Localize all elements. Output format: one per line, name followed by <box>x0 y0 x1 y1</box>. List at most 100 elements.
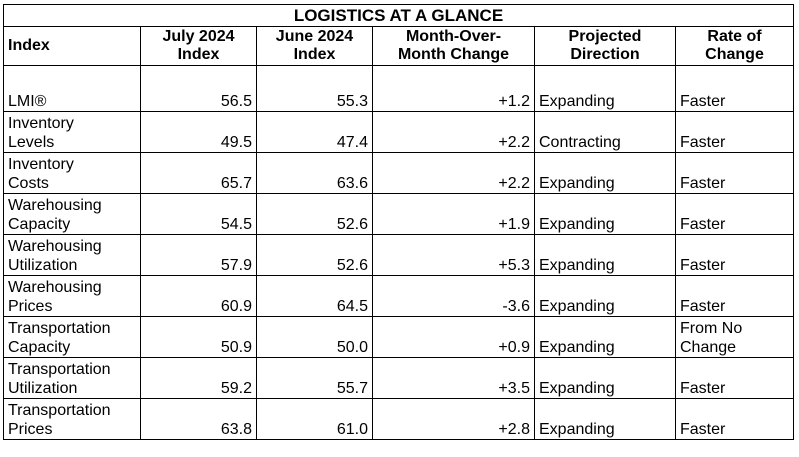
rate-of-change-cell-line: Faster <box>680 134 726 151</box>
rate-of-change-cell: From No Change <box>674 316 795 358</box>
rate-of-change-cell-line: Faster <box>680 93 726 110</box>
index-name-cell-line: Transportation <box>8 320 111 337</box>
index-name-cell-line: Utilization <box>8 257 78 274</box>
index-name-cell-line: LMI® <box>8 93 47 110</box>
month-over-month-change-cell: +0.9 <box>372 316 535 358</box>
rate-of-change-cell: Faster <box>674 152 795 194</box>
projected-direction-cell: Expanding <box>534 398 676 440</box>
col-header-projected-direction: Projected Direction <box>534 26 676 66</box>
july-2024-value-cell: 56.5 <box>140 65 257 112</box>
header-text: Month Change <box>397 46 510 63</box>
rate-of-change-cell: Faster <box>674 275 795 317</box>
header-text: July 2024 <box>162 28 235 45</box>
header-text: Rate of <box>707 28 762 45</box>
june-2024-value-cell: 63.6 <box>256 152 373 194</box>
index-name-cell-line: Costs <box>8 175 49 192</box>
index-name-cell-line: Warehousing <box>8 197 102 214</box>
table-row: Warehousing Utilization 57.9 52.6 +5.3 Expand… <box>3 234 795 276</box>
july-2024-value-cell: 54.5 <box>140 193 257 235</box>
index-name-cell: Transportation Utilization <box>3 357 141 399</box>
index-name-cell-line: Levels <box>8 134 55 151</box>
index-name-cell-line: Prices <box>8 298 53 315</box>
index-name-cell: Warehousing Utilization <box>3 234 141 276</box>
month-over-month-change-cell: +2.2 <box>372 111 535 153</box>
index-name-cell-line: Warehousing <box>8 279 102 296</box>
header-text: Direction <box>570 46 640 63</box>
table-row: Warehousing Prices 60.9 64.5 -3.6 Expanding Fa… <box>3 275 795 317</box>
july-2024-value-cell: 57.9 <box>140 234 257 276</box>
month-over-month-change-cell: +5.3 <box>372 234 535 276</box>
table-row: Inventory Levels 49.5 47.4 +2.2 Contracting Fa… <box>3 111 795 153</box>
header-text: Projected <box>568 28 642 45</box>
col-header-month-over-month-change: Month-Over- Month Change <box>372 26 535 66</box>
projected-direction-cell: Expanding <box>534 65 676 112</box>
rate-of-change-cell-line: Faster <box>680 380 726 397</box>
col-header-rate-of-change: Rate of Change <box>674 26 795 66</box>
june-2024-value-cell: 55.3 <box>256 65 373 112</box>
header-text: Index <box>8 37 50 54</box>
rate-of-change-cell-line: From No <box>680 320 743 337</box>
month-over-month-change-cell: +1.2 <box>372 65 535 112</box>
rate-of-change-cell-line: Faster <box>680 298 726 315</box>
index-name-cell: Warehousing Capacity <box>3 193 141 235</box>
month-over-month-change-cell: +2.2 <box>372 152 535 194</box>
june-2024-value-cell: 64.5 <box>256 275 373 317</box>
june-2024-value-cell: 50.0 <box>256 316 373 358</box>
table-title: LOGISTICS AT A GLANCE <box>2 4 795 27</box>
table-row: Transportation Utilization 59.2 55.7 +3.5 Exp… <box>3 357 795 399</box>
index-name-cell: Warehousing Prices <box>3 275 141 317</box>
rate-of-change-cell-line: Faster <box>680 421 726 438</box>
index-name-cell-line: Capacity <box>8 216 71 233</box>
index-name-cell-line: Utilization <box>8 380 78 397</box>
rate-of-change-cell: Faster <box>674 398 795 440</box>
july-2024-value-cell: 49.5 <box>140 111 257 153</box>
june-2024-value-cell: 47.4 <box>256 111 373 153</box>
logistics-table: LOGISTICS AT A GLANCE Index July 2024 Inde… <box>2 4 795 440</box>
col-header-july-2024: July 2024 Index <box>140 26 257 66</box>
july-2024-value-cell: 60.9 <box>140 275 257 317</box>
month-over-month-change-cell: +3.5 <box>372 357 535 399</box>
header-text: Index <box>177 46 220 63</box>
projected-direction-cell: Expanding <box>534 357 676 399</box>
projected-direction-cell: Expanding <box>534 193 676 235</box>
header-row: Index July 2024 Index June 2024 Index Month-O… <box>3 26 795 66</box>
rate-of-change-cell-line: Faster <box>680 257 726 274</box>
rate-of-change-cell: Faster <box>674 65 795 112</box>
july-2024-value-cell: 59.2 <box>140 357 257 399</box>
index-name-cell: Inventory Levels <box>3 111 141 153</box>
rate-of-change-cell-line: Change <box>680 339 737 356</box>
header-text: June 2024 <box>275 28 354 45</box>
index-name-cell-line: Warehousing <box>8 238 102 255</box>
table-row: Transportation Prices 63.8 61.0 +2.8 Expandin… <box>3 398 795 440</box>
month-over-month-change-cell: +1.9 <box>372 193 535 235</box>
header-text: Month-Over- <box>405 28 502 45</box>
col-header-june-2024: June 2024 Index <box>256 26 373 66</box>
index-name-cell: Inventory Costs <box>3 152 141 194</box>
month-over-month-change-cell: -3.6 <box>372 275 535 317</box>
index-name-cell-line: Transportation <box>8 361 111 378</box>
june-2024-value-cell: 52.6 <box>256 234 373 276</box>
month-over-month-change-cell: +2.8 <box>372 398 535 440</box>
index-name-cell-line: Prices <box>8 421 53 438</box>
june-2024-value-cell: 61.0 <box>256 398 373 440</box>
july-2024-value-cell: 50.9 <box>140 316 257 358</box>
table-row: Transportation Capacity 50.9 50.0 +0.9 Expand… <box>3 316 795 358</box>
july-2024-value-cell: 65.7 <box>140 152 257 194</box>
rate-of-change-cell: Faster <box>674 234 795 276</box>
projected-direction-cell: Expanding <box>534 234 676 276</box>
header-text: Change <box>705 46 764 63</box>
index-name-cell: LMI® <box>3 65 141 112</box>
june-2024-value-cell: 55.7 <box>256 357 373 399</box>
table-row: LMI® 56.5 55.3 +1.2 Expanding Faster <box>3 65 795 112</box>
june-2024-value-cell: 52.6 <box>256 193 373 235</box>
rate-of-change-cell: Faster <box>674 357 795 399</box>
index-name-cell-line: Inventory <box>8 156 74 173</box>
index-name-cell-line: Transportation <box>8 402 111 419</box>
rate-of-change-cell-line: Faster <box>680 216 726 233</box>
projected-direction-cell: Expanding <box>534 152 676 194</box>
index-name-cell: Transportation Capacity <box>3 316 141 358</box>
index-name-cell-line: Inventory <box>8 115 74 132</box>
index-name-cell-line: Capacity <box>8 339 71 356</box>
rate-of-change-cell: Faster <box>674 111 795 153</box>
projected-direction-cell: Contracting <box>534 111 676 153</box>
